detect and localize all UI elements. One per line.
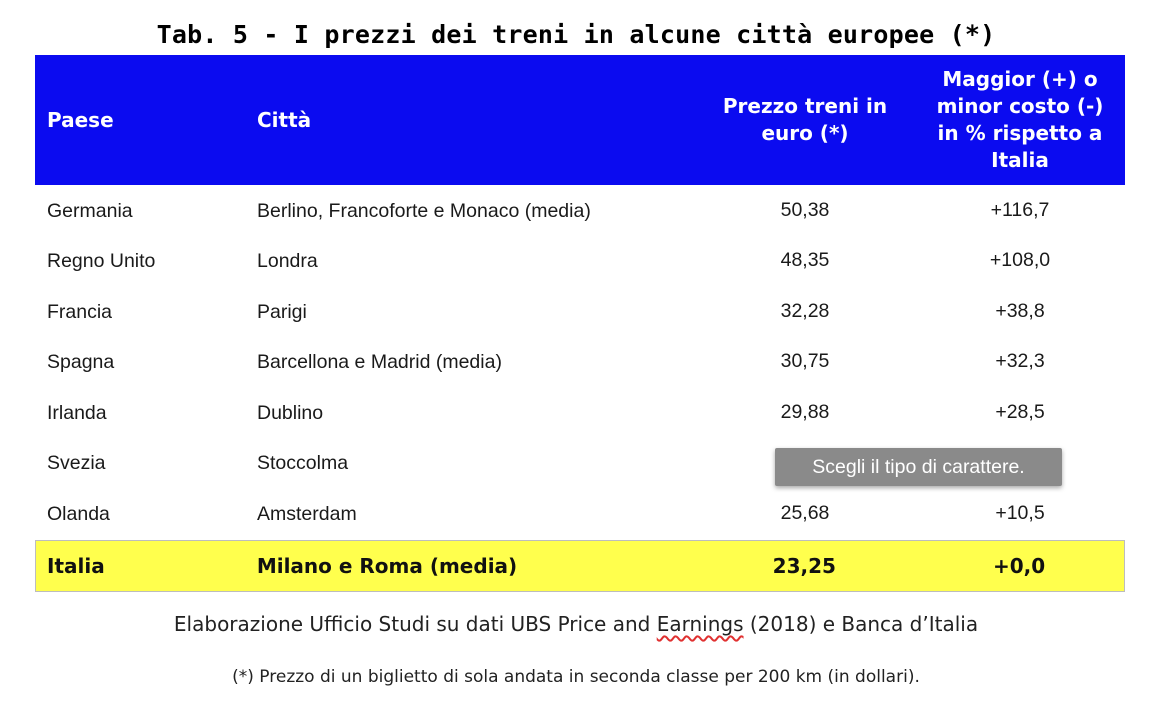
cell-paese[interactable]: Irlanda <box>47 401 107 424</box>
cell-prezzo[interactable]: 23,25 <box>772 553 836 578</box>
source-note-text-end: (2018) e Banca d’Italia <box>743 612 979 636</box>
table-row[interactable]: Olanda Amsterdam 25,68 +10,5 <box>35 488 1125 539</box>
cell-paese[interactable]: Italia <box>47 553 105 578</box>
cell-paese[interactable]: Germania <box>47 199 133 222</box>
cell-costo[interactable]: +0,0 <box>993 553 1046 578</box>
cell-citta[interactable]: Stoccolma <box>257 452 349 475</box>
cell-prezzo[interactable]: 32,28 <box>780 299 830 322</box>
header-paese: Paese <box>47 107 114 132</box>
cell-citta[interactable]: Milano e Roma (media) <box>256 553 518 578</box>
table-row[interactable]: Spagna Barcellona e Madrid (media) 30,75… <box>35 337 1125 388</box>
table-row[interactable]: Regno Unito Londra 48,35 +108,0 <box>35 236 1125 287</box>
cell-citta[interactable]: Barcellona e Madrid (media) <box>257 351 502 374</box>
cell-costo[interactable]: +28,5 <box>995 400 1045 423</box>
cell-costo[interactable]: +10,5 <box>995 501 1045 524</box>
cell-citta[interactable]: Berlino, Francoforte e Monaco (media) <box>257 199 591 222</box>
cell-citta[interactable]: Dublino <box>257 401 324 424</box>
footnote: (*) Prezzo di un biglietto di sola andat… <box>232 667 920 687</box>
cell-prezzo[interactable]: 50,38 <box>780 198 830 221</box>
cell-paese[interactable]: Svezia <box>47 452 106 475</box>
table-title: Tab. 5 - I prezzi dei treni in alcune ci… <box>156 20 996 49</box>
cell-prezzo[interactable]: 30,75 <box>780 350 830 373</box>
cell-citta[interactable]: Parigi <box>257 300 307 323</box>
cell-citta[interactable]: Amsterdam <box>257 502 357 525</box>
spellcheck-flagged-word[interactable]: Earnings <box>656 612 744 636</box>
cell-paese[interactable]: Spagna <box>47 351 115 374</box>
table-row[interactable]: Irlanda Dublino 29,88 +28,5 <box>35 387 1125 438</box>
table-row[interactable]: Francia Parigi 32,28 +38,8 <box>35 286 1125 337</box>
cell-citta[interactable]: Londra <box>257 250 318 273</box>
font-tooltip: Scegli il tipo di carattere. <box>775 448 1062 486</box>
cell-prezzo[interactable]: 48,35 <box>780 249 830 272</box>
cell-costo[interactable]: +32,3 <box>995 350 1045 373</box>
table-row[interactable]: Germania Berlino, Francoforte e Monaco (… <box>35 185 1125 236</box>
cell-paese[interactable]: Regno Unito <box>47 250 156 273</box>
cell-paese[interactable]: Francia <box>47 300 113 323</box>
source-note[interactable]: Elaborazione Ufficio Studi su dati UBS P… <box>0 612 1152 636</box>
cell-prezzo[interactable]: 25,68 <box>780 501 830 524</box>
cell-costo[interactable]: +116,7 <box>990 198 1050 221</box>
source-note-text-start: Elaborazione Ufficio Studi su dati UBS P… <box>173 612 657 636</box>
cell-paese[interactable]: Olanda <box>47 502 110 525</box>
cell-costo[interactable]: +108,0 <box>989 249 1051 272</box>
table-header-row: Paese Città Prezzo treni in euro (*) Mag… <box>35 55 1125 185</box>
header-citta: Città <box>257 107 312 132</box>
cell-prezzo[interactable]: 29,88 <box>780 400 830 423</box>
prices-table: Paese Città Prezzo treni in euro (*) Mag… <box>35 55 1125 592</box>
table-row-italia-highlight[interactable]: Italia Milano e Roma (media) 23,25 +0,0 <box>35 539 1125 592</box>
header-costo: Maggior (+) o minor costo (-) in % rispe… <box>936 67 1104 172</box>
header-prezzo: Prezzo treni in euro (*) <box>722 94 888 145</box>
cell-costo[interactable]: +38,8 <box>995 299 1045 322</box>
